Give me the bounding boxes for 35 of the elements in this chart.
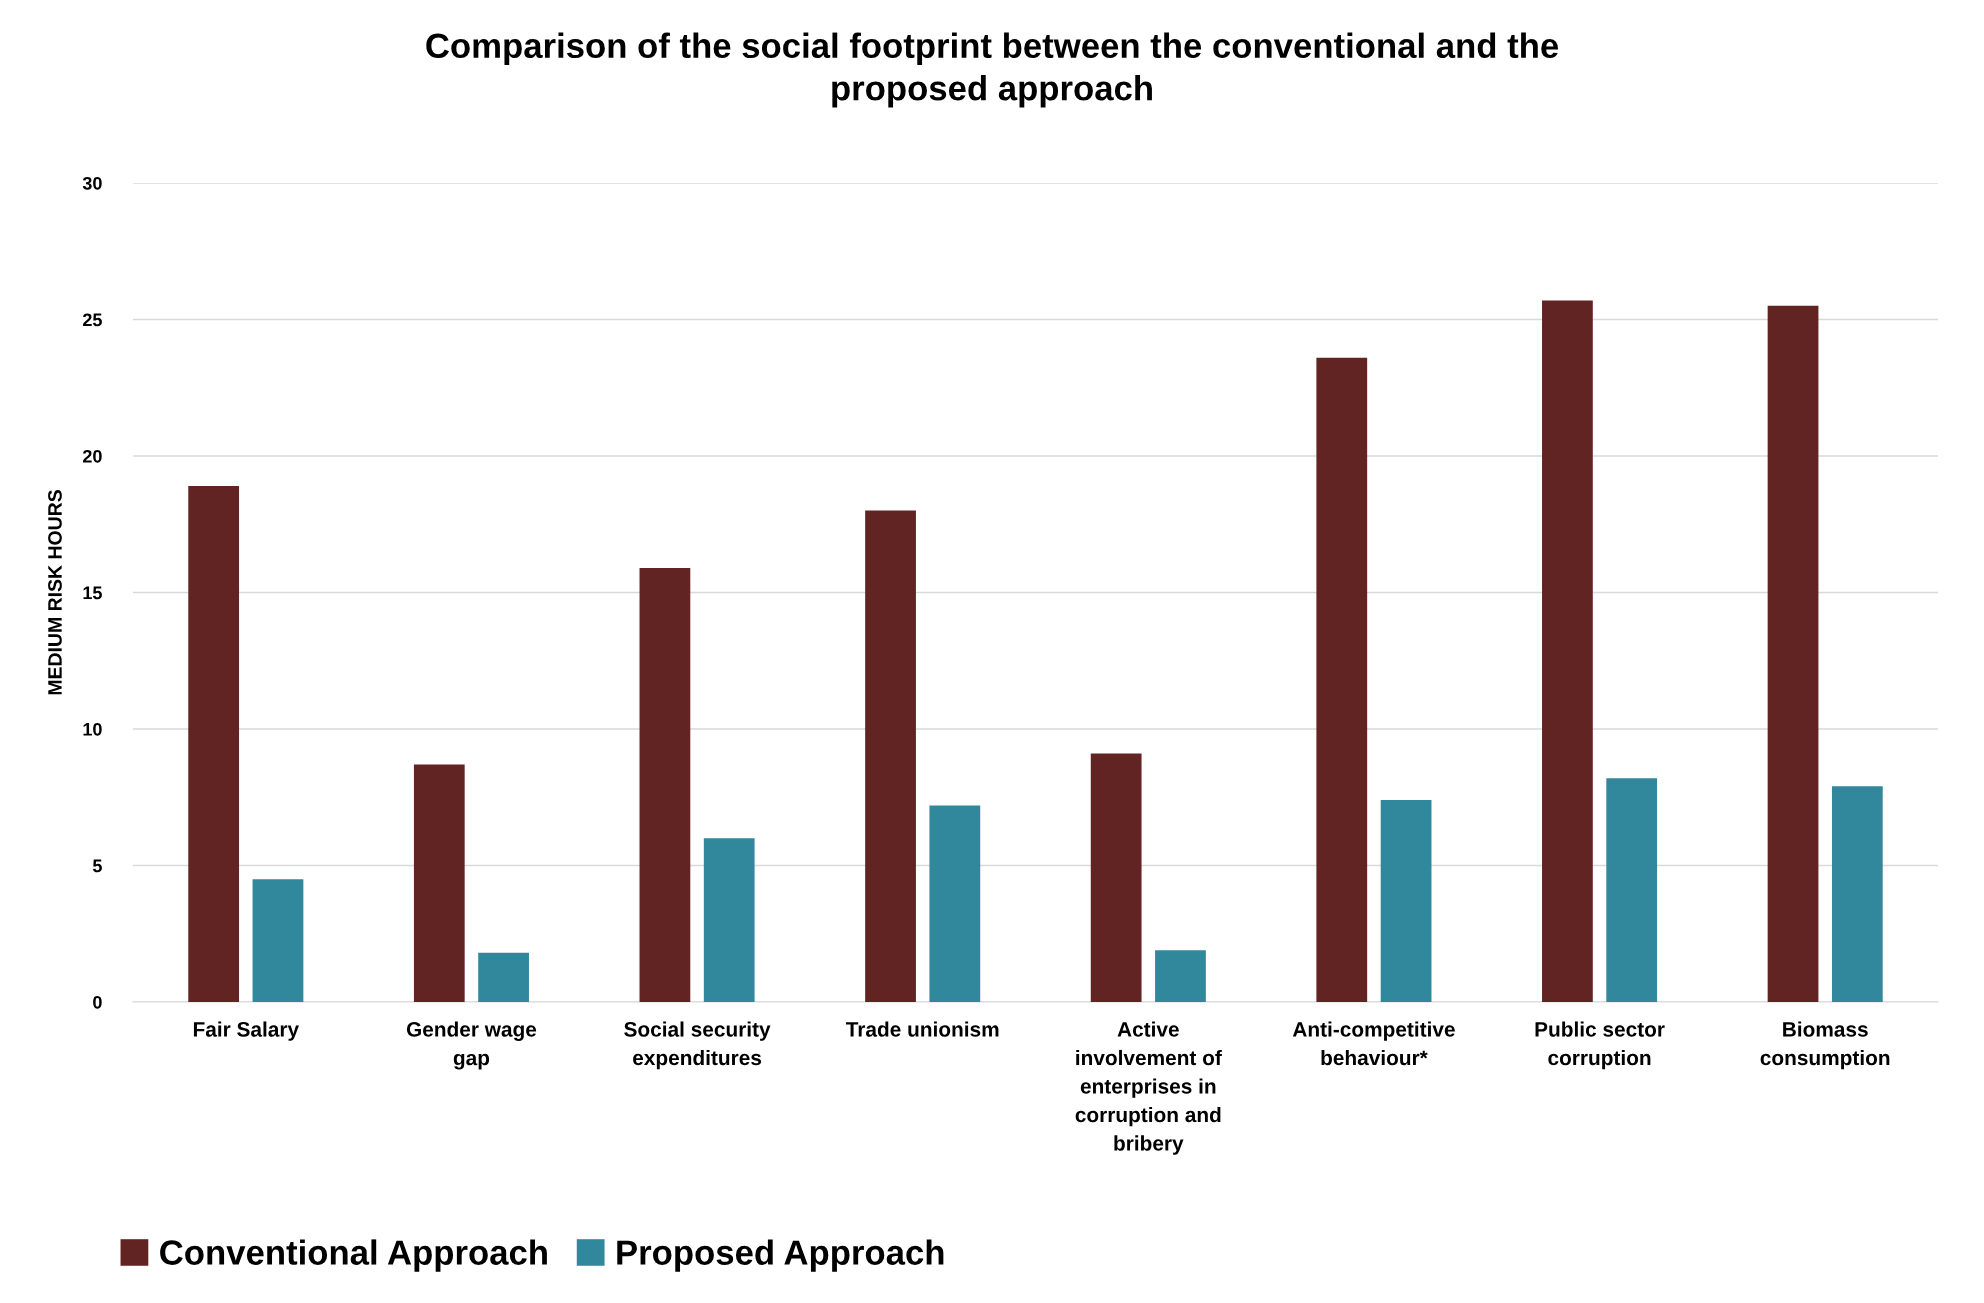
y-tick-label: 0 [93,995,102,1009]
bar [1767,305,1819,1002]
y-tick-label: 20 [82,449,102,463]
x-tick-label: Biomass consumption [1760,1021,1890,1070]
x-tick-label: Public sector corruption [1535,1021,1665,1070]
bar [1090,753,1142,1002]
bar [1831,786,1883,1002]
x-tick-label: Fair Salary [193,1021,299,1041]
bar [188,486,240,1002]
bar [1155,950,1206,1002]
x-tick-label: Anti-competitive behaviour* [1292,1021,1455,1066]
x-tick-label: Trade unionism [845,1021,999,1037]
legend-label: Conventional Approach [160,1239,547,1272]
bar [478,952,529,1002]
bar [252,879,304,1002]
x-tick-label: Active involvement of enterprises in corruption and bribery [1075,1021,1222,1155]
bar [703,838,755,1002]
y-tick-label: 25 [82,313,102,327]
bar [1542,300,1593,1002]
y-tick-label: 15 [83,586,102,600]
chart-title: Comparison of the social footprint between the conventional and the proposed approach [426,32,1559,108]
legend-label: Proposed Approach [617,1239,944,1272]
bar [1606,778,1658,1002]
bar [865,510,916,1002]
y-tick-label: 5 [92,859,102,873]
x-tick-label: Social security expenditures [624,1021,771,1070]
y-tick-label: 10 [83,722,102,736]
y-axis-title: MEDIUM RISK HOURS [48,490,62,695]
bar [1380,799,1432,1002]
bar [413,764,465,1002]
bar [639,567,691,1002]
bar [929,805,981,1002]
x-tick-label: Gender wage gap [406,1021,537,1070]
y-tick-label: 30 [82,176,102,190]
bar [1316,357,1368,1002]
